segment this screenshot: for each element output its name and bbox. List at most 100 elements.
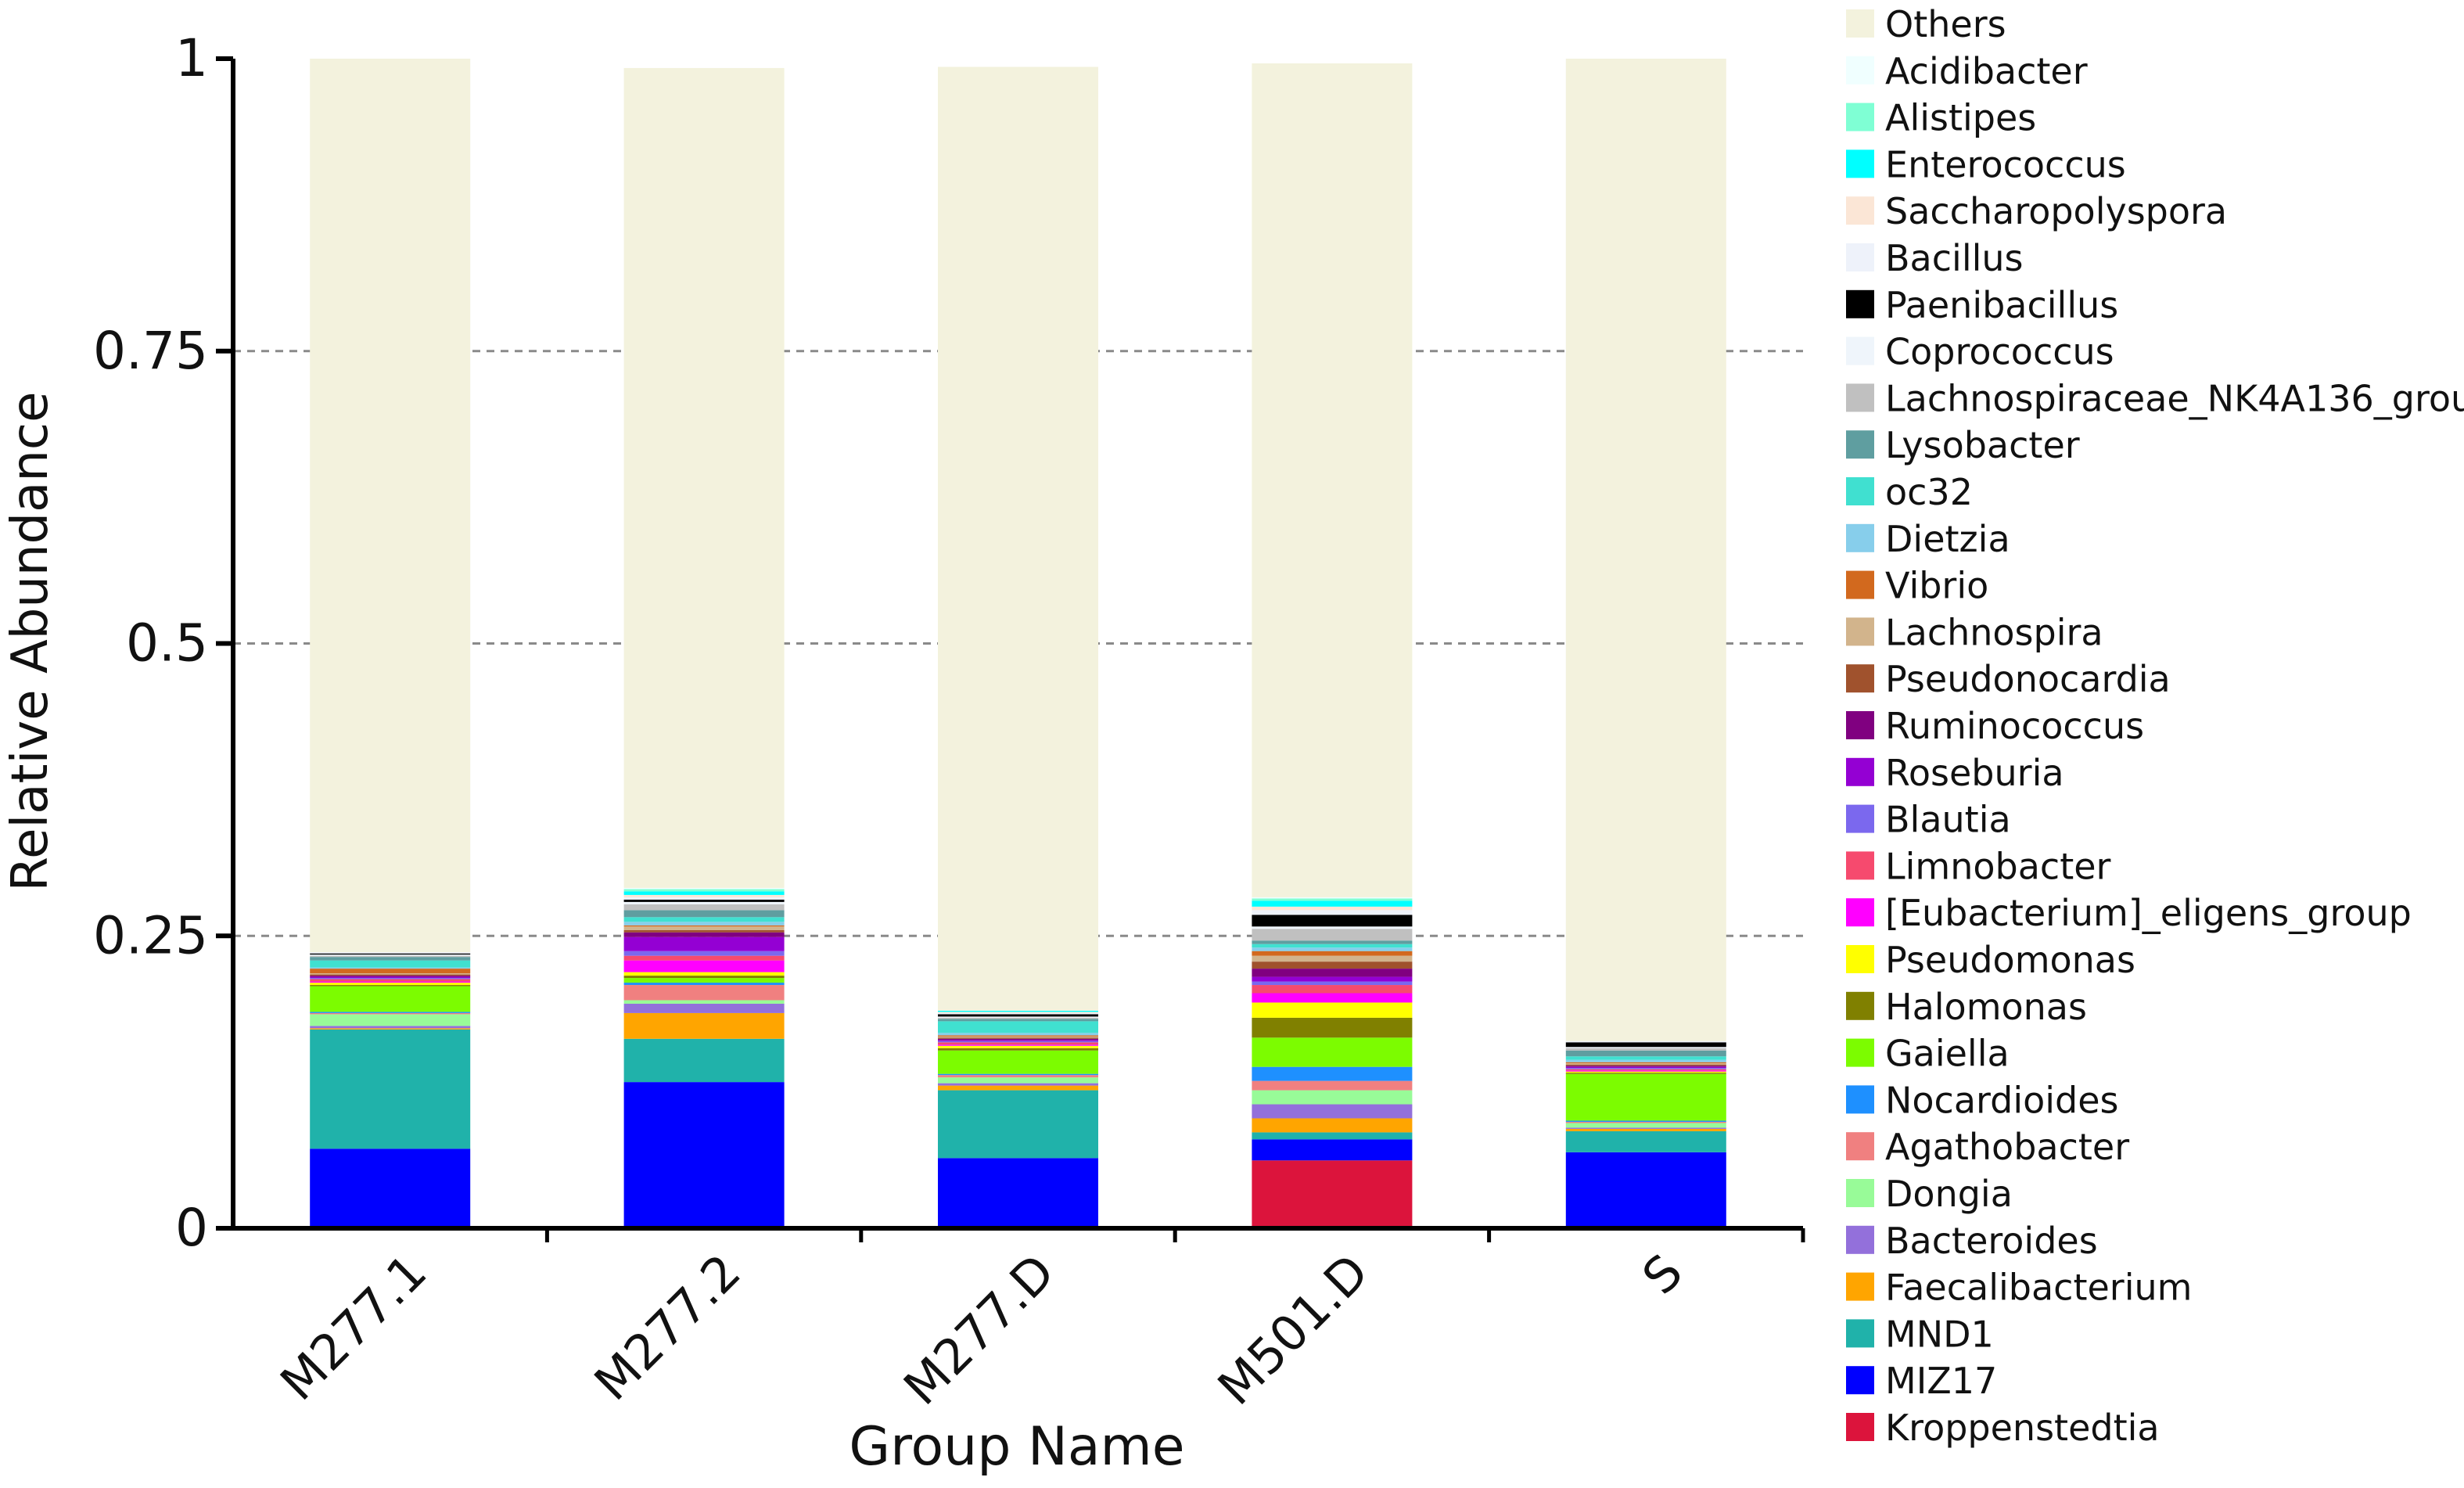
legend-swatch (1846, 336, 1874, 365)
legend-item: Lachnospiraceae_NK4A136_group (1846, 377, 2464, 419)
legend-item: Coprococcus (1846, 331, 2114, 373)
legend-item: Lysobacter (1846, 424, 2080, 466)
legend-label: Kroppenstedtia (1885, 1407, 2160, 1449)
bar-segment (1252, 1090, 1413, 1105)
legend-label: Enterococcus (1885, 143, 2126, 185)
legend-swatch (1846, 102, 1874, 131)
bar-segment (1565, 1059, 1726, 1062)
legend-label: oc32 (1885, 471, 1973, 513)
legend-swatch (1846, 1272, 1874, 1301)
bar-segment (1252, 969, 1413, 977)
bar-segment (1565, 59, 1726, 1041)
legend-item: Ruminococcus (1846, 705, 2144, 747)
legend-label: Gaiella (1885, 1033, 2010, 1075)
bar-segment (1252, 906, 1413, 911)
bar-segment (1252, 1160, 1413, 1228)
bar-segment (1252, 1132, 1413, 1140)
bar-segment (1565, 1152, 1726, 1228)
bar-segment (1252, 985, 1413, 994)
bar-segment (310, 952, 471, 954)
bar-segment (1252, 1066, 1413, 1081)
bar-segment (623, 983, 785, 986)
legend-item: Dietzia (1846, 518, 2010, 560)
legend-label: Pseudonocardia (1885, 658, 2171, 700)
legend-item: Saccharopolyspora (1846, 190, 2227, 232)
legend-swatch (1846, 1132, 1874, 1161)
bar-segment (1252, 900, 1413, 907)
legend-label: Coprococcus (1885, 331, 2114, 373)
bar-segment (310, 985, 471, 987)
bar-segment (1565, 1050, 1726, 1057)
bar-segment (623, 978, 785, 983)
bar-segment (623, 904, 785, 911)
legend-label: Pseudomonas (1885, 939, 2135, 981)
legend-item: Lachnospira (1846, 611, 2103, 653)
x-tick-label: M277.2 (584, 1243, 752, 1411)
legend-item: Others (1846, 3, 2006, 45)
bar-segment (938, 1035, 1098, 1037)
bar-segment (1565, 1056, 1726, 1060)
legend-item: Paenibacillus (1846, 284, 2118, 326)
legend-swatch (1846, 991, 1874, 1020)
bar-segment (623, 917, 785, 922)
legend-swatch (1846, 523, 1874, 552)
bar-stack-m501-d (1252, 63, 1413, 1228)
bar-segment (1252, 1037, 1413, 1067)
bar-segment (1565, 1127, 1726, 1129)
bar-segment (623, 897, 785, 900)
y-tick-label: 0.5 (126, 613, 208, 674)
bar-stack-m277-1 (310, 59, 471, 1228)
bar-segment (938, 1073, 1098, 1076)
bar-segment (1252, 981, 1413, 986)
bar-segment (1252, 993, 1413, 1003)
y-tick-label: 1 (175, 28, 208, 88)
bar-segment (1252, 940, 1413, 944)
bar-segment (938, 1037, 1098, 1039)
legend-swatch (1846, 711, 1874, 739)
bar-segment (623, 985, 785, 1001)
bar-stack-m277-d (938, 66, 1098, 1228)
bar-segment (310, 969, 471, 974)
legend-label: Paenibacillus (1885, 284, 2118, 326)
legend-item: Agathobacter (1846, 1126, 2129, 1168)
legend-swatch (1846, 804, 1874, 833)
legend-label: Saccharopolyspora (1885, 190, 2227, 232)
bar-segment (938, 1158, 1098, 1228)
legend-swatch (1846, 56, 1874, 84)
bar-segment (938, 1021, 1098, 1033)
bar-segment (938, 1014, 1098, 1017)
legend-swatch (1846, 477, 1874, 505)
bar-segment (623, 1082, 785, 1228)
bar-segment (310, 1028, 471, 1030)
bar-segment (310, 1014, 471, 1026)
legend-item: Limnobacter (1846, 845, 2111, 887)
legend-label: MND1 (1885, 1313, 1994, 1355)
legend-item: Blautia (1846, 799, 2011, 841)
bar-segment (623, 960, 785, 972)
bar-segment (310, 983, 471, 986)
y-tick-label: 0.75 (93, 321, 208, 381)
bar-segment (1252, 915, 1413, 927)
bar-segment (938, 1045, 1098, 1048)
bar-segment (938, 66, 1098, 1011)
x-tick-label: M277.D (893, 1243, 1065, 1416)
legend-label: Ruminococcus (1885, 705, 2144, 747)
bar-segment (1252, 1002, 1413, 1018)
legend-swatch (1846, 1085, 1874, 1114)
legend-item: Roseburia (1846, 752, 2064, 794)
bar-segment (1565, 1063, 1726, 1065)
legend-swatch (1846, 757, 1874, 786)
bar-segment (1252, 943, 1413, 948)
bar-segment (310, 59, 471, 953)
legend-item: Acidibacter (1846, 50, 2088, 92)
bar-segment (623, 926, 785, 930)
bar-segment (1252, 1104, 1413, 1119)
bar-segment (1565, 1064, 1726, 1066)
legend-label: Bacillus (1885, 237, 2024, 279)
bar-segment (310, 955, 471, 958)
legend-swatch (1846, 289, 1874, 318)
legend-swatch (1846, 1179, 1874, 1207)
bar-segment (310, 967, 471, 969)
